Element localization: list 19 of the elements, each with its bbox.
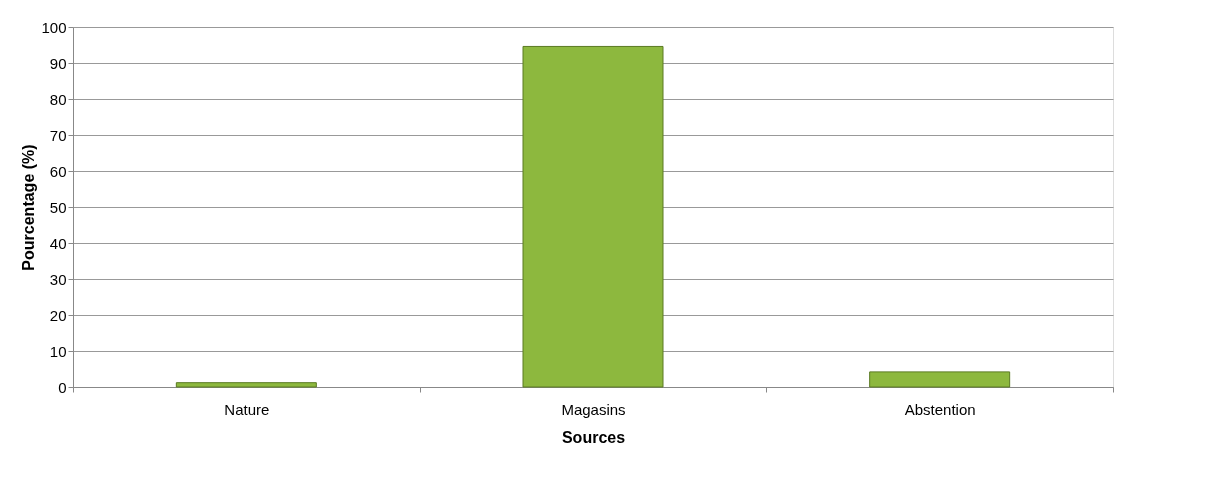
bar: [869, 371, 1011, 388]
y-tick-label: 10: [49, 342, 67, 360]
x-tick-label: Magasins: [561, 400, 626, 418]
y-tick-label: 80: [49, 90, 67, 108]
bar: [522, 45, 664, 388]
x-tick-label: Abstention: [904, 400, 976, 418]
y-tick-label: 20: [49, 306, 67, 324]
y-tick-label: 100: [41, 18, 67, 36]
y-tick-label: 30: [49, 270, 67, 288]
y-axis-title: Pourcentage (%): [20, 144, 38, 271]
y-tick-label: 70: [49, 126, 67, 144]
x-tick-label: Nature: [224, 400, 270, 418]
y-tick-label: 50: [49, 198, 67, 216]
y-tick-label: 90: [49, 54, 67, 72]
x-axis-title: Sources: [561, 428, 626, 446]
bar: [175, 382, 317, 388]
y-tick-label: 0: [58, 378, 67, 396]
y-tick-label: 40: [49, 234, 67, 252]
y-tick-label: 60: [49, 162, 67, 180]
